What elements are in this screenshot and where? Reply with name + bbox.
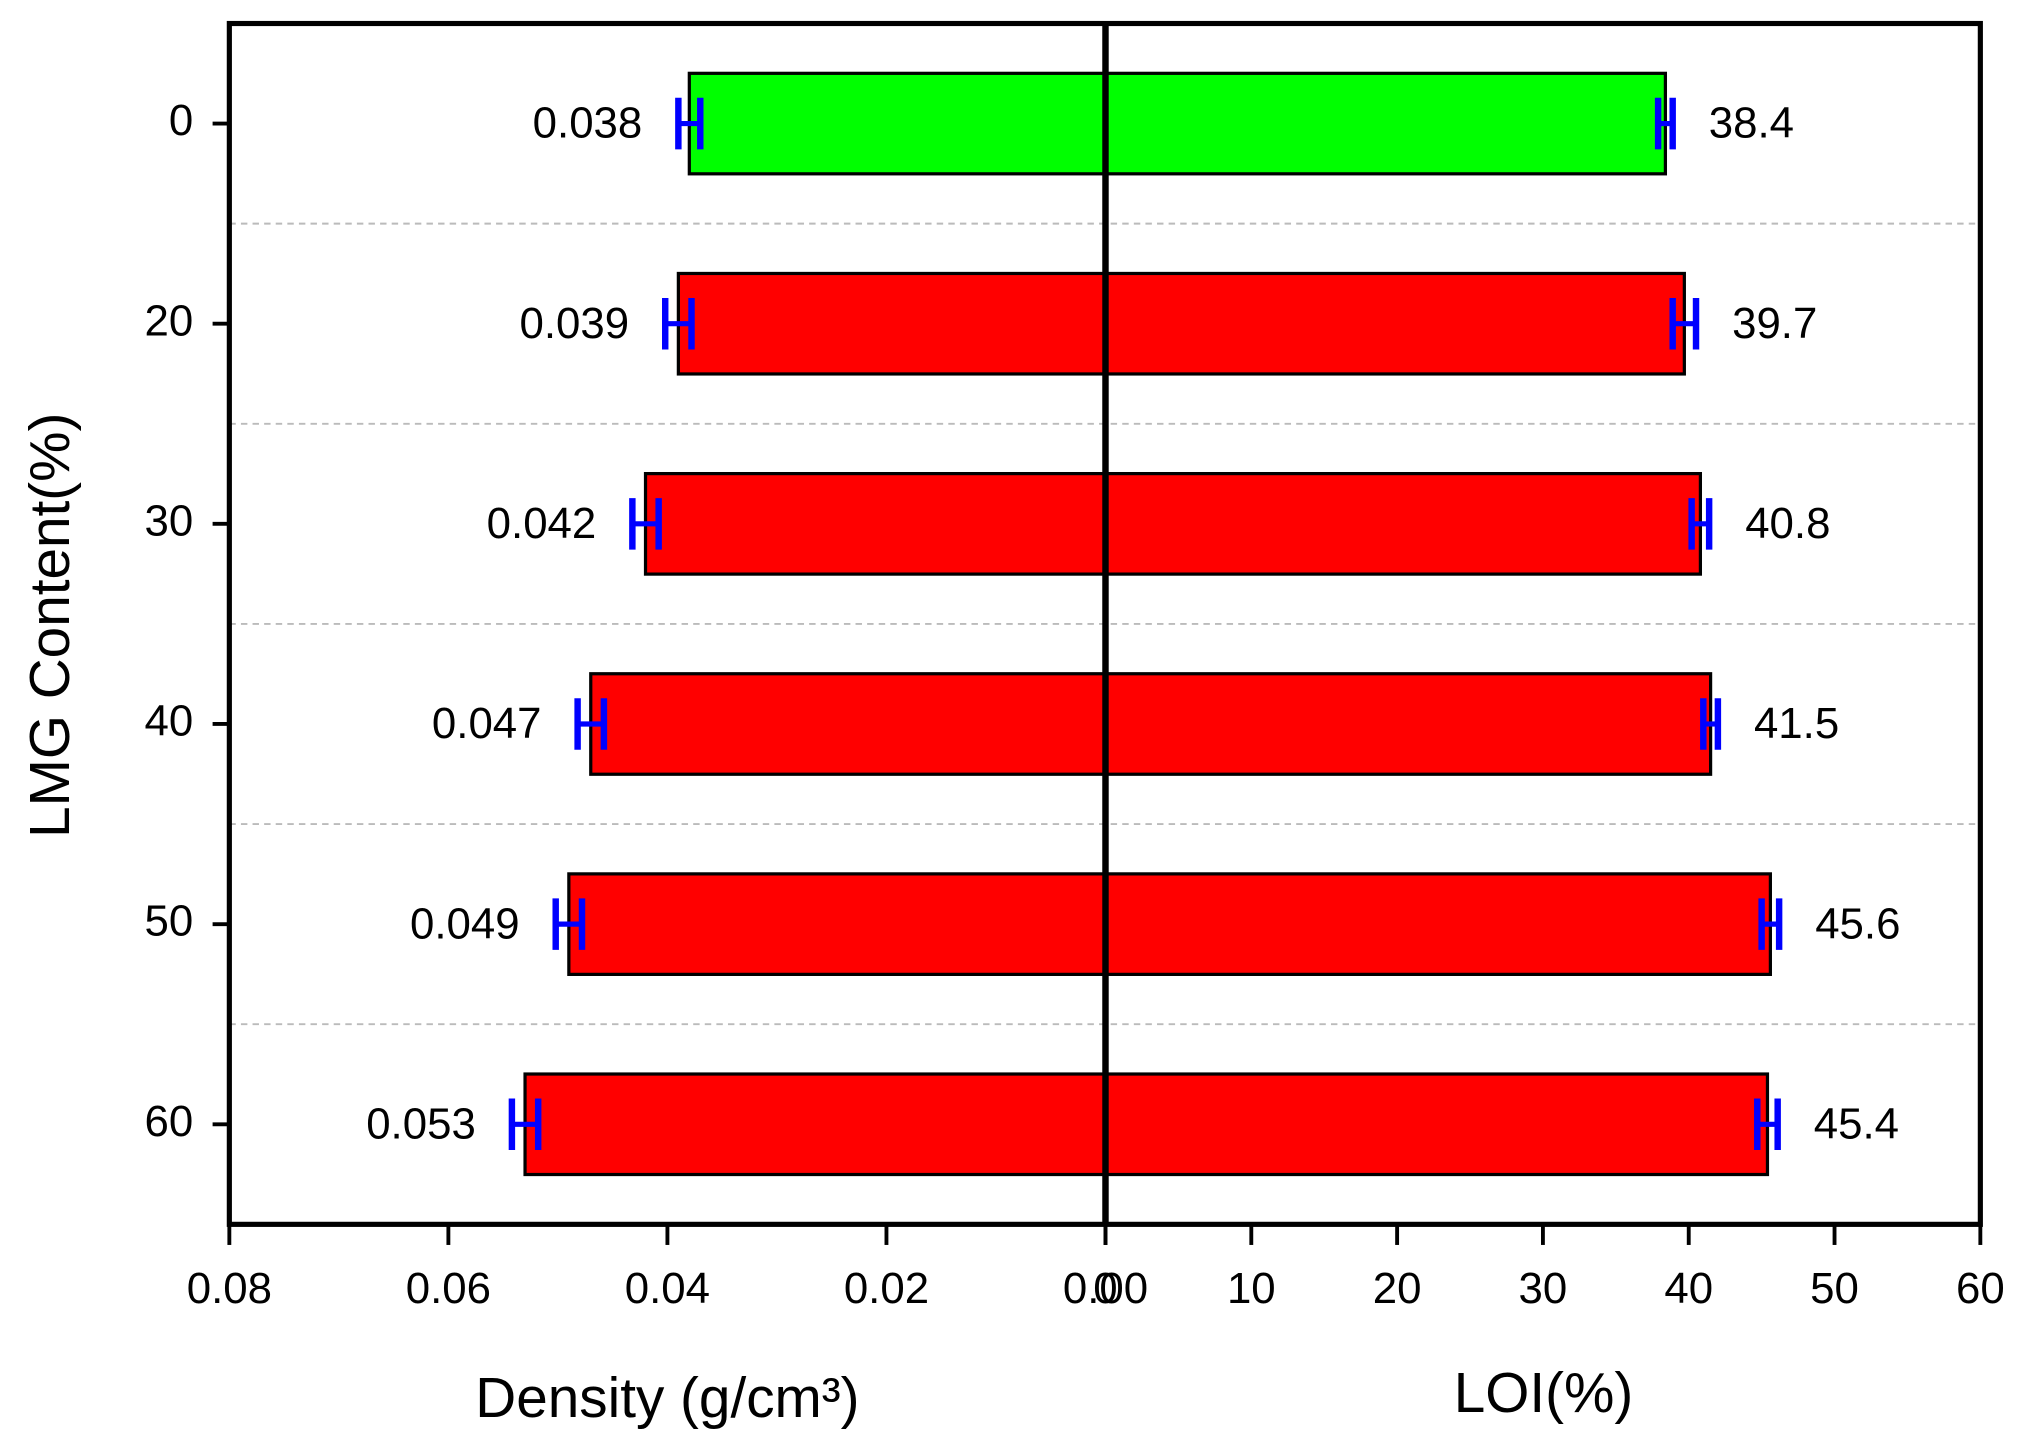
x-tick-label: 0.08	[187, 1264, 272, 1313]
value-label: 45.4	[1814, 1099, 1899, 1148]
x-axis-label: Density (g/cm³)	[475, 1367, 859, 1430]
x-tick-label: 0.02	[844, 1264, 929, 1313]
value-label: 0.049	[410, 899, 520, 948]
bar	[567, 872, 1108, 976]
y-tick-label: 30	[145, 496, 194, 545]
bar	[1103, 672, 1713, 776]
x-tick-label: 60	[1956, 1264, 2005, 1313]
bar	[1103, 271, 1686, 376]
x-axis-label: LOI(%)	[1454, 1362, 1634, 1425]
bar	[589, 672, 1108, 776]
value-label: 0.047	[432, 699, 542, 748]
bar	[643, 471, 1108, 576]
y-tick-label: 0	[169, 96, 193, 145]
value-label: 0.039	[520, 299, 630, 348]
x-tick-label: 10	[1227, 1264, 1276, 1313]
value-label: 38.4	[1709, 99, 1794, 148]
bar	[1103, 872, 1772, 976]
value-label: 0.053	[366, 1099, 476, 1148]
value-label: 0.038	[533, 99, 643, 148]
x-tick-label: 0.06	[406, 1264, 491, 1313]
value-label: 45.6	[1815, 899, 1900, 948]
value-label: 39.7	[1732, 299, 1817, 348]
bar	[523, 1072, 1108, 1177]
bar	[1103, 471, 1703, 576]
bar	[676, 271, 1108, 376]
bar	[687, 71, 1108, 176]
x-tick-label: 30	[1519, 1264, 1568, 1313]
bar	[1103, 71, 1668, 176]
y-axis-label: LMG Content(%)	[19, 413, 82, 838]
x-tick-label: 50	[1810, 1264, 1859, 1313]
value-label: 40.8	[1745, 499, 1830, 548]
y-tick-label: 20	[145, 296, 194, 345]
value-label: 0.042	[487, 499, 597, 548]
x-tick-label: 40	[1664, 1264, 1713, 1313]
y-tick-label: 50	[145, 897, 194, 946]
x-tick-label: 0.00	[1063, 1264, 1148, 1313]
y-tick-label: 60	[145, 1097, 194, 1146]
x-tick-label: 0	[1093, 1264, 1117, 1313]
bar	[1103, 1072, 1770, 1177]
y-tick-label: 40	[145, 697, 194, 746]
x-tick-label: 20	[1373, 1264, 1422, 1313]
x-tick-label: 0.04	[625, 1264, 710, 1313]
value-label: 41.5	[1754, 699, 1839, 748]
